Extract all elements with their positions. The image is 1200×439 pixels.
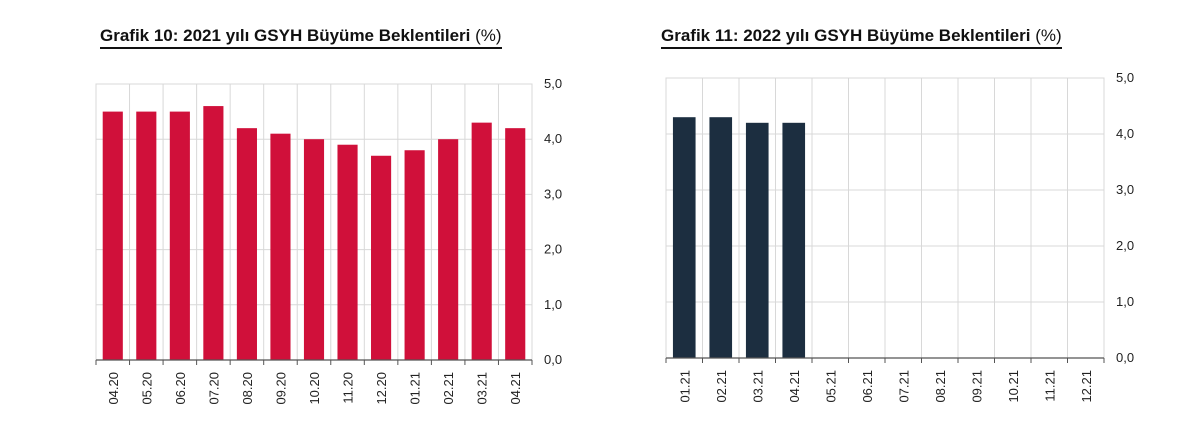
chart-10-x-tick-label: 09.20 [273, 372, 288, 405]
chart-11-y-tick-label: 2,0 [1116, 238, 1134, 253]
chart-10-x-tick-label: 01.21 [408, 372, 423, 405]
chart-10-bar-04.21 [505, 128, 526, 360]
chart-10-x-tick-label: 04.21 [508, 372, 523, 405]
chart-10-x-tick-label: 03.21 [475, 372, 490, 405]
chart-10-x-tick-label: 11.20 [341, 372, 356, 404]
chart-10-bar-03.21 [471, 122, 492, 360]
chart-10-bar-02.21 [438, 139, 459, 360]
chart-10-bar-12.20 [371, 155, 392, 360]
chart-11-x-tick-label: 06.21 [860, 370, 875, 403]
chart-10-title: Grafik 10: 2021 yılı GSYH Büyüme Beklent… [100, 26, 502, 49]
chart-11-bar-02.21 [709, 117, 733, 358]
chart-10-x-tick-label: 05.20 [139, 372, 154, 405]
chart-11-x-tick-label: 07.21 [896, 370, 911, 403]
chart-11-title-text: Grafik 11: 2022 yılı GSYH Büyüme Beklent… [661, 26, 1031, 45]
chart-10-bar-11.20 [337, 144, 358, 360]
chart-10-y-tick-label: 2,0 [544, 242, 562, 257]
chart-11-x-tick-label: 05.21 [823, 370, 838, 403]
chart-10-bar-10.20 [303, 139, 325, 360]
chart-10-x-tick-label: 06.20 [173, 372, 188, 405]
chart-11-x-tick-label: 01.21 [677, 370, 692, 403]
chart-11-bar-04.21 [782, 122, 806, 358]
chart-10-bar-05.20 [136, 111, 157, 360]
chart-10-bar-04.20 [102, 111, 123, 360]
chart-11-y-tick-label: 1,0 [1116, 294, 1134, 309]
chart-10-y-tick-label: 0,0 [544, 352, 562, 367]
chart-11-y-tick-label: 4,0 [1116, 126, 1134, 141]
chart-10-x-tick-label: 07.20 [206, 372, 221, 405]
chart-10-y-tick-label: 4,0 [544, 131, 562, 146]
chart-10-x-tick-label: 02.21 [441, 372, 456, 405]
chart-11-title-unit: (%) [1035, 26, 1062, 45]
chart-10-y-tick-label: 1,0 [544, 297, 562, 312]
chart-11-bar-03.21 [745, 122, 769, 358]
chart-10-x-tick-label: 12.20 [374, 372, 389, 405]
chart-10-x-tick-label: 08.20 [240, 372, 255, 405]
chart-11-x-tick-label: 11.21 [1042, 370, 1057, 402]
chart-11-x-tick-label: 10.21 [1006, 370, 1021, 403]
chart-11-x-tick-label: 02.21 [714, 370, 729, 403]
chart-10-bar-07.20 [203, 106, 224, 360]
chart-10-bar-06.20 [169, 111, 190, 360]
chart-10-y-tick-label: 3,0 [544, 186, 562, 201]
chart-10-y-tick-label: 5,0 [544, 76, 562, 91]
chart-10-x-tick-label: 04.20 [106, 372, 121, 405]
chart-11-title: Grafik 11: 2022 yılı GSYH Büyüme Beklent… [661, 26, 1062, 49]
chart-11-x-tick-label: 09.21 [969, 370, 984, 403]
chart-11-x-tick-label: 04.21 [787, 370, 802, 403]
chart-11-x-tick-label: 12.21 [1079, 370, 1094, 403]
chart-10-bar-09.20 [270, 133, 291, 360]
chart-11-x-tick-label: 08.21 [933, 370, 948, 403]
chart-10-title-text: Grafik 10: 2021 yılı GSYH Büyüme Beklent… [100, 26, 471, 45]
chart-10-title-unit: (%) [475, 26, 502, 45]
chart-11-x-tick-label: 03.21 [750, 370, 765, 403]
chart-11-y-tick-label: 3,0 [1116, 182, 1134, 197]
chart-11-y-tick-label: 0,0 [1116, 350, 1134, 365]
chart-11-bar-01.21 [672, 117, 696, 358]
chart-11-y-tick-label: 5,0 [1116, 70, 1134, 85]
chart-10-bar-01.21 [404, 150, 425, 360]
chart-10-bar-08.20 [236, 128, 257, 360]
chart-10-x-tick-label: 10.20 [307, 372, 322, 405]
